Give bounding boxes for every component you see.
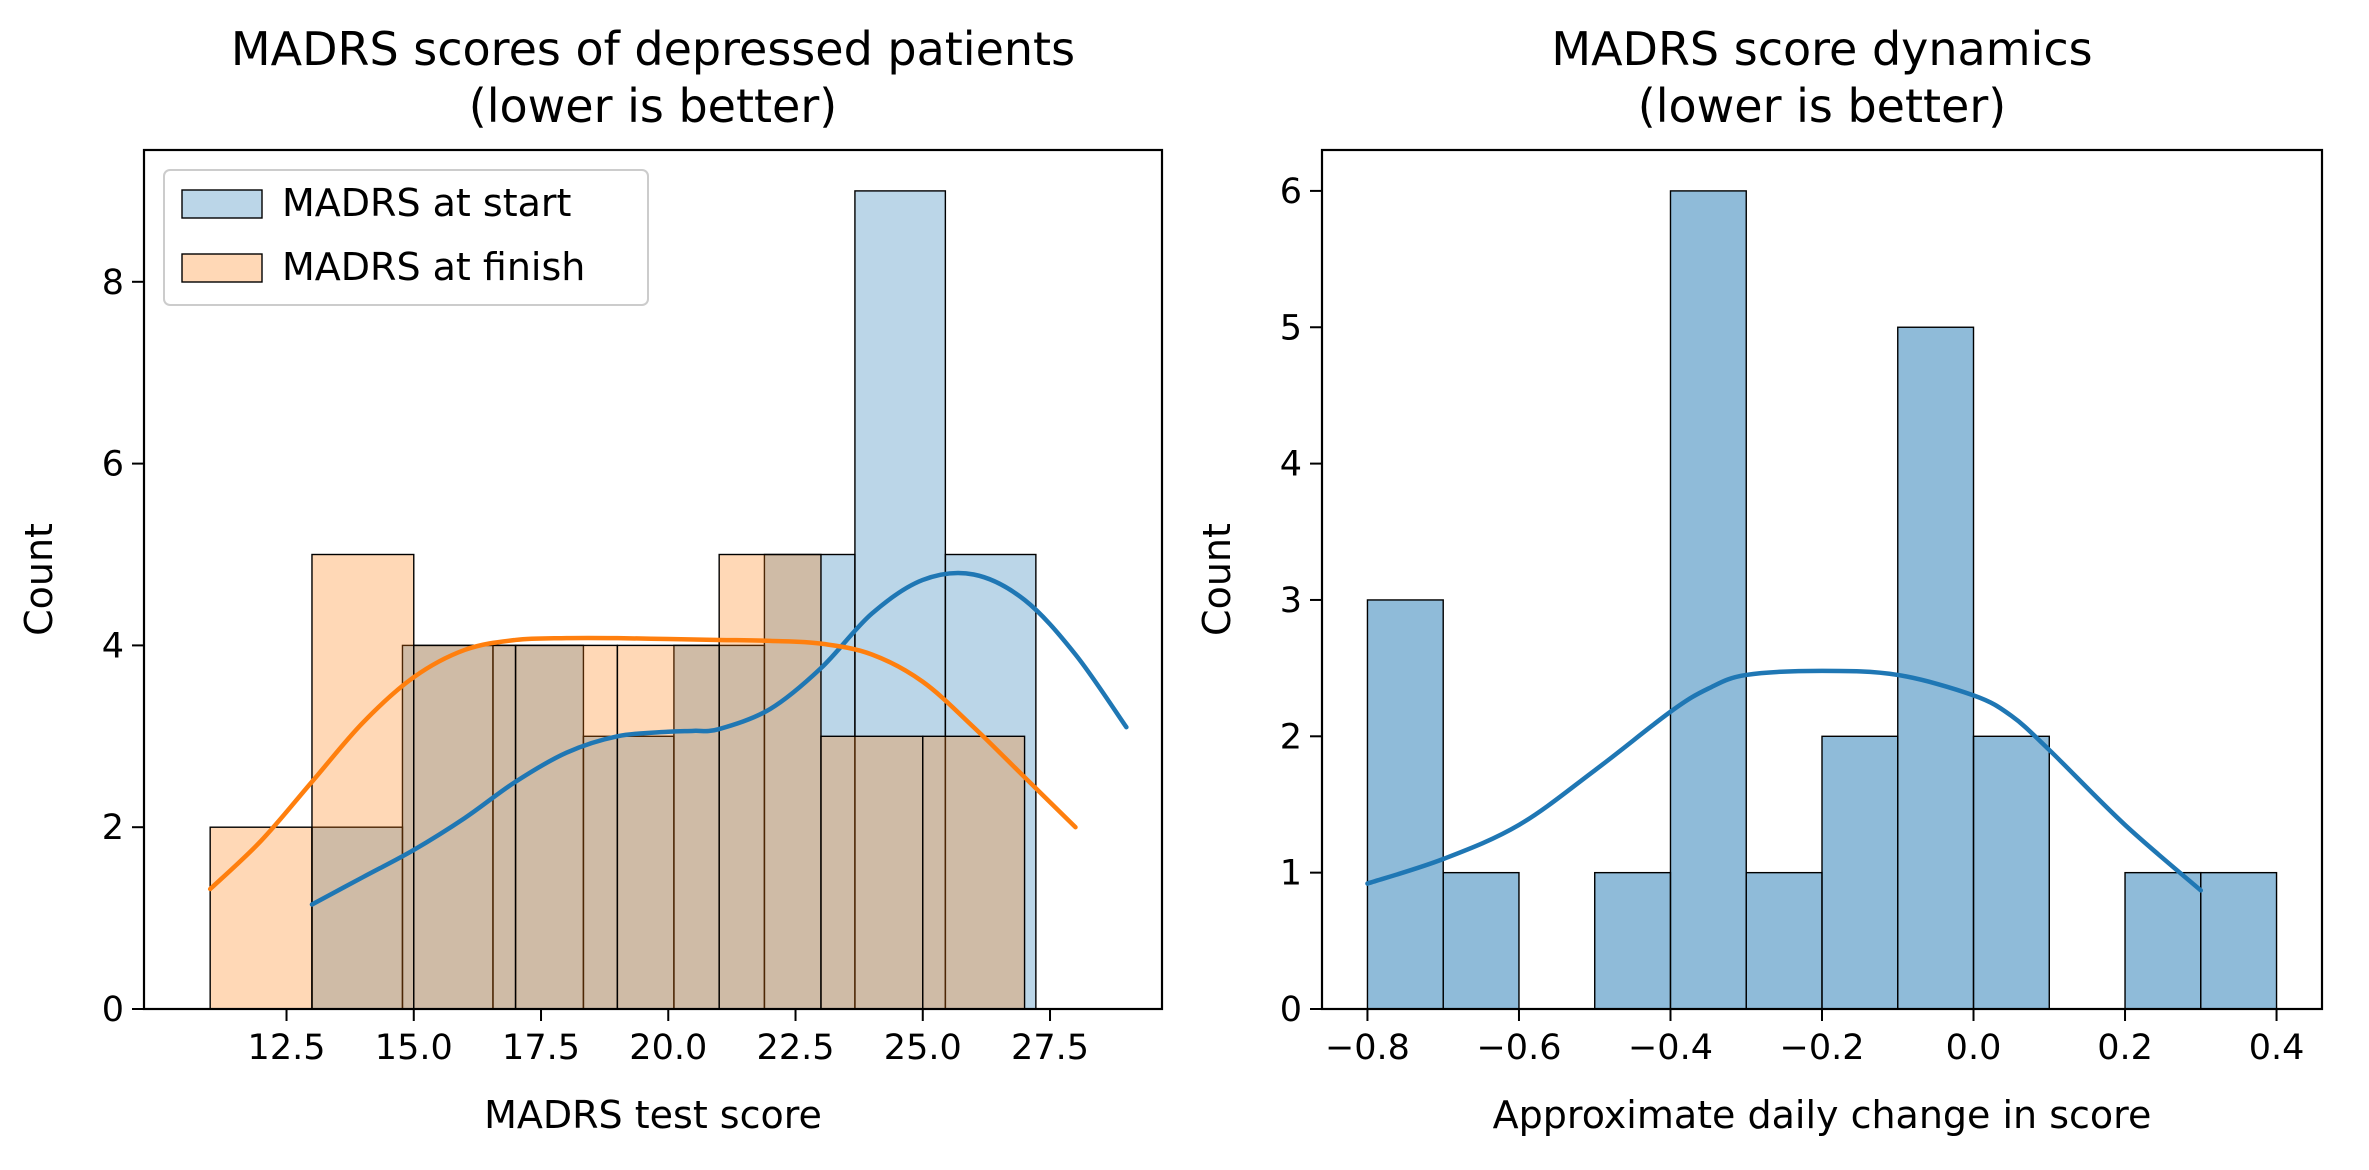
histogram-bar [1821, 735, 1899, 1010]
histogram-bar [413, 644, 517, 1010]
y-tick-label: 1 [1280, 854, 1302, 894]
x-tick-label: −0.6 [1476, 1028, 1561, 1068]
x-tick-label: 17.5 [502, 1028, 580, 1068]
x-tick-label: 0.4 [2249, 1028, 2305, 1068]
kde-line [1365, 668, 2204, 893]
x-tick-label: 0.2 [2097, 1028, 2153, 1068]
kde-line [207, 635, 1078, 892]
histogram-bar [1366, 599, 1444, 1010]
y-tick-label: 6 [102, 445, 124, 485]
x-tick-label: 0.0 [1946, 1028, 2002, 1068]
y-tick-label: 6 [1280, 172, 1302, 212]
y-tick-label: 2 [1280, 717, 1302, 757]
y-axis-label: Count [17, 523, 61, 636]
chart-title: MADRS scores of depressed patients [231, 22, 1075, 76]
histogram-bar [1745, 871, 1823, 1010]
histogram-bar [922, 735, 1026, 1010]
histogram-bar [1442, 871, 1520, 1010]
x-tick-label: −0.4 [1628, 1028, 1713, 1068]
x-tick-label: 20.0 [629, 1028, 707, 1068]
x-axis-label: Approximate daily change in score [1493, 1093, 2152, 1137]
x-tick-label: −0.8 [1325, 1028, 1410, 1068]
panel-score-dynamics: −0.8 −0.6 −0.4 −0.2 0.0 0.2 0.4 0 1 2 3 4 5 6 Approxim… [1195, 22, 2324, 1137]
histogram-bar [616, 644, 720, 1010]
axes-frame [142, 148, 1164, 1011]
histogram-bar [514, 644, 619, 1010]
legend-swatch [181, 253, 263, 283]
histogram-bar [311, 826, 404, 1010]
panel-madrs-scores: 12.5 15.0 17.5 20.0 22.5 25.0 27.5 0 2 4 6 8 MADRS t… [17, 22, 1164, 1137]
x-axis-label: MADRS test score [484, 1093, 822, 1137]
chart-subtitle: (lower is better) [469, 79, 837, 133]
histogram-bar [311, 553, 415, 1010]
histogram-bar [1897, 326, 1975, 1010]
legend: MADRS at start MADRS at finish [163, 169, 649, 306]
x-tick-label: 22.5 [757, 1028, 835, 1068]
histogram-bar [718, 553, 822, 1010]
histogram-bar [2124, 871, 2202, 1010]
y-axis-label: Count [1195, 523, 1239, 636]
histogram-bar [209, 826, 313, 1010]
y-tick-label: 4 [1280, 445, 1302, 485]
histogram-bar [2200, 871, 2278, 1010]
legend-label: MADRS at finish [282, 245, 585, 289]
histogram-bar [1972, 735, 2050, 1010]
chart-title: MADRS score dynamics [1551, 22, 2092, 76]
y-tick-label: 0 [1280, 990, 1302, 1030]
x-tick-label: 15.0 [375, 1028, 453, 1068]
y-tick-label: 3 [1280, 581, 1302, 621]
y-tick-label: 2 [102, 808, 124, 848]
histogram-bar [1669, 190, 1747, 1010]
y-tick-label: 5 [1280, 308, 1302, 348]
y-tick-label: 8 [102, 263, 124, 303]
x-tick-label: 27.5 [1011, 1028, 1089, 1068]
y-tick-label: 0 [102, 990, 124, 1030]
legend-label: MADRS at start [282, 181, 571, 225]
x-tick-label: −0.2 [1780, 1028, 1865, 1068]
histogram-bar [582, 735, 675, 1010]
histogram-bar [820, 735, 924, 1010]
histogram-bar [944, 553, 1037, 1010]
histogram-bar [763, 553, 856, 1010]
legend-box [163, 169, 649, 306]
legend-swatch [181, 189, 263, 219]
y-tick-label: 4 [102, 626, 124, 666]
chart-subtitle: (lower is better) [1638, 79, 2006, 133]
x-tick-label: 12.5 [248, 1028, 326, 1068]
x-tick-label: 25.0 [884, 1028, 962, 1068]
kde-line [309, 570, 1129, 907]
histogram-bar [1594, 871, 1672, 1010]
